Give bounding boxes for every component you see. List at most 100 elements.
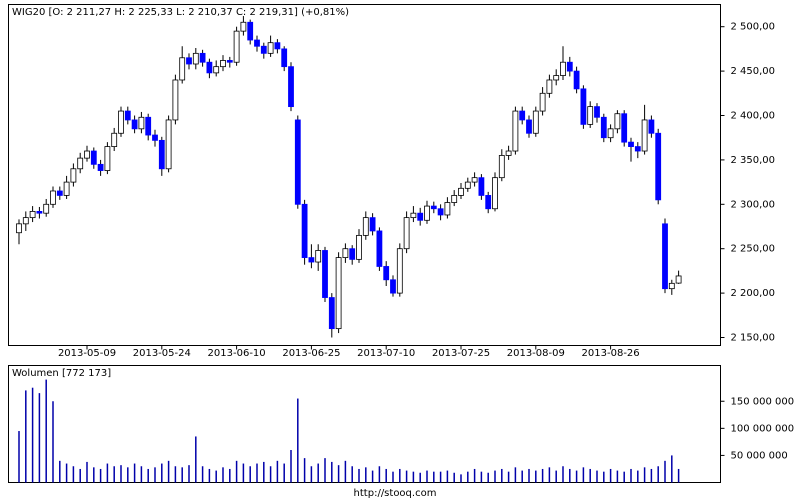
volume-bar [664,460,666,483]
volume-bar [480,471,483,483]
volume-bar [603,471,605,483]
volume-bar [201,466,204,483]
x-tick-label: 2013-05-24 [133,348,191,359]
volume-bar [637,470,639,483]
candle-body [179,57,186,81]
chart-title: WIG20 [O: 2 211,27 H: 2 225,33 L: 2 210,… [12,7,349,18]
candle-body [90,150,97,165]
volume-bar [569,468,571,483]
volume-bar [45,379,47,483]
candle-body [356,234,362,260]
x-tick-label: 2013-08-26 [582,348,640,359]
volume-bar [93,467,95,483]
volume-bar [365,467,367,483]
candle-body [587,106,594,125]
volume-bar [215,470,217,483]
candle-body [478,177,485,196]
volume-bar [426,470,428,483]
candle-body [158,139,165,170]
volume-bar [562,466,564,483]
candle-body [322,250,328,298]
candle-body [396,248,403,294]
candle-body [580,88,587,125]
volume-bar [494,470,496,483]
candle-body [172,79,179,121]
candle-body [437,208,444,216]
candle-body [152,134,158,141]
volume-bar [528,468,530,483]
candle-body [600,116,607,139]
volume-bar [609,468,612,483]
candle-body [417,212,424,221]
candle-body [668,282,675,290]
volume-bar [242,463,245,483]
candle-body [22,217,29,225]
volume-bar [385,468,387,483]
volume-bar [133,463,136,483]
candle-body [138,116,145,130]
candle-body [607,128,614,139]
candle-body [56,190,63,196]
y-tick-label: 2 150,00 [731,333,776,344]
volume-bar [235,460,238,483]
candle-body [383,266,390,281]
y-tick-label: 2 250,00 [731,244,776,255]
candle-body [634,146,641,152]
candle-body [70,168,77,183]
candle-body [308,257,315,263]
volume-bar [208,468,211,483]
volume-y-tick-label: 100 000 000 [731,423,795,434]
candle-body [641,119,648,152]
candle-body [648,119,655,134]
candle-body [403,217,410,250]
volume-bar [467,471,469,483]
candle-body [254,39,260,47]
volume-bar [283,463,285,483]
volume-bar [161,463,163,483]
candle-body [342,248,349,258]
volume-bar [507,471,510,483]
candle-body [519,110,526,121]
volume-bar [555,470,557,483]
y-tick-label: 2 450,00 [731,66,776,77]
volume-bar [419,472,421,483]
volume-y-tick-label: 150 000 000 [731,396,795,407]
volume-bar [25,390,27,483]
volume-bar [412,471,415,483]
volume-bar [174,466,177,483]
candle-body [451,195,458,203]
candle-body [430,205,437,210]
candle-body [301,203,308,258]
candle-body [621,113,628,143]
volume-bar [222,467,224,483]
volume-bar [344,460,347,483]
candle-body [294,119,301,205]
candle-body [424,205,430,221]
volume-bar [72,466,75,483]
volume-bar [453,472,455,483]
candle-body [145,116,152,136]
candle-body [16,223,22,234]
candle-body [464,181,471,189]
volume-bar [630,468,632,483]
y-tick-label: 2 300,00 [731,199,776,210]
candle-body [84,150,90,159]
candle-body [614,113,621,130]
volume-bar [154,467,156,483]
volume-bar [657,466,659,483]
x-tick-label: 2013-06-25 [282,348,340,359]
volume-bar [229,468,231,483]
volume-bar [120,465,122,483]
candle-body [315,250,322,263]
volume-bar [18,431,20,483]
x-tick-label: 2013-06-10 [208,348,266,359]
candle-body [233,30,240,63]
candle-body [165,119,172,170]
candle-body [662,223,668,290]
candle-body [104,146,111,171]
volume-bar [106,463,109,483]
volume-bar [65,463,68,483]
candle-body [362,217,369,236]
candle-body [267,42,274,54]
